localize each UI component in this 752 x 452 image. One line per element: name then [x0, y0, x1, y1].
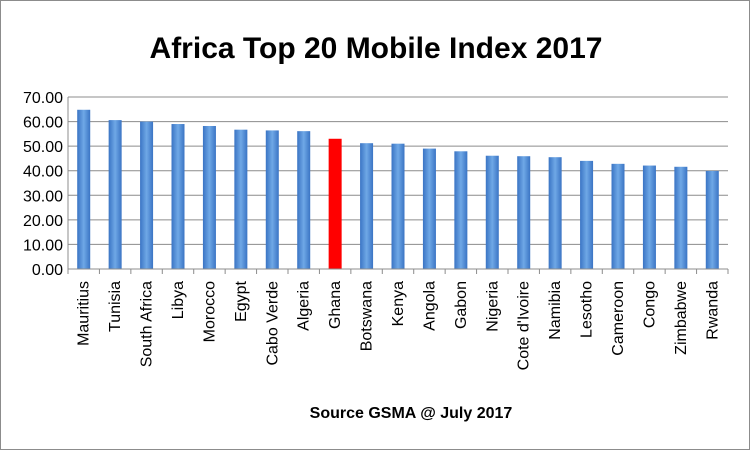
bar-congo	[642, 165, 656, 269]
x-tick-label: Libya	[170, 281, 187, 319]
bar-botswana	[360, 143, 374, 269]
bar-mauritius	[77, 109, 91, 269]
y-tick-label: 10.00	[23, 237, 63, 254]
bar-zimbabwe	[674, 166, 688, 269]
x-tick-label: Zimbabwe	[673, 281, 690, 355]
bar-lesotho	[580, 160, 594, 269]
x-tick-label: Rwanda	[704, 281, 721, 340]
x-tick-label: Botswana	[359, 281, 376, 351]
bar-ghana	[328, 138, 342, 269]
x-tick-label: Nigeria	[484, 281, 501, 332]
bar-morocco	[202, 125, 216, 269]
x-tick-label: Tunisia	[107, 281, 124, 332]
bar-kenya	[391, 143, 405, 269]
x-tick-label: South Africa	[139, 281, 156, 367]
x-axis-ticks: Mauritius Tunisia South Africa Libya Morocco…	[76, 280, 722, 370]
bar-libya	[171, 124, 185, 270]
x-tick-label: Morocco	[201, 281, 218, 342]
bar-nigeria	[485, 155, 499, 269]
x-tick-label: Algeria	[296, 281, 313, 331]
x-axis-label: Source GSMA @ July 2017	[310, 405, 513, 422]
chart-title: Africa Top 20 Mobile Index 2017	[150, 32, 603, 65]
x-tick-label: Gabon	[453, 281, 470, 329]
bar-cameroon	[611, 163, 625, 269]
bar-namibia	[548, 157, 562, 269]
x-tick-label: Congo	[641, 281, 658, 328]
bar-cote-d-ivoire	[517, 156, 531, 269]
y-tick-label: 0.00	[32, 262, 63, 279]
x-tick-label: Lesotho	[579, 281, 596, 338]
bar-tunisia	[108, 120, 122, 270]
bar-cabo-verde	[265, 130, 279, 269]
x-tick-label: Cabo Verde	[264, 281, 281, 366]
y-tick-label: 40.00	[23, 164, 63, 181]
bar-egypt	[234, 129, 248, 269]
x-tick-label: Mauritius	[76, 281, 93, 346]
y-tick-label: 30.00	[23, 188, 63, 205]
bar-rwanda	[705, 170, 719, 269]
x-tick-label: Cote d'Ivoire	[516, 281, 533, 370]
x-tick-label: Ghana	[327, 281, 344, 329]
axes	[67, 97, 729, 274]
bars	[77, 109, 719, 270]
x-tick-label: Egypt	[233, 280, 250, 321]
y-tick-label: 50.00	[23, 139, 63, 156]
y-axis-ticks: 0.00 10.00 20.00 30.00 40.00 50.00 60.00 70.00	[23, 90, 63, 279]
x-tick-label: Kenya	[390, 281, 407, 326]
bar-angola	[422, 148, 436, 269]
y-tick-label: 70.00	[23, 90, 63, 107]
y-tick-label: 60.00	[23, 115, 63, 132]
bar-gabon	[454, 151, 468, 269]
bar-south-africa	[140, 121, 154, 269]
x-tick-label: Cameroon	[610, 281, 627, 356]
y-tick-label: 20.00	[23, 213, 63, 230]
x-tick-label: Angola	[421, 281, 438, 331]
x-tick-label: Namibia	[547, 281, 564, 340]
bar-algeria	[297, 131, 311, 269]
